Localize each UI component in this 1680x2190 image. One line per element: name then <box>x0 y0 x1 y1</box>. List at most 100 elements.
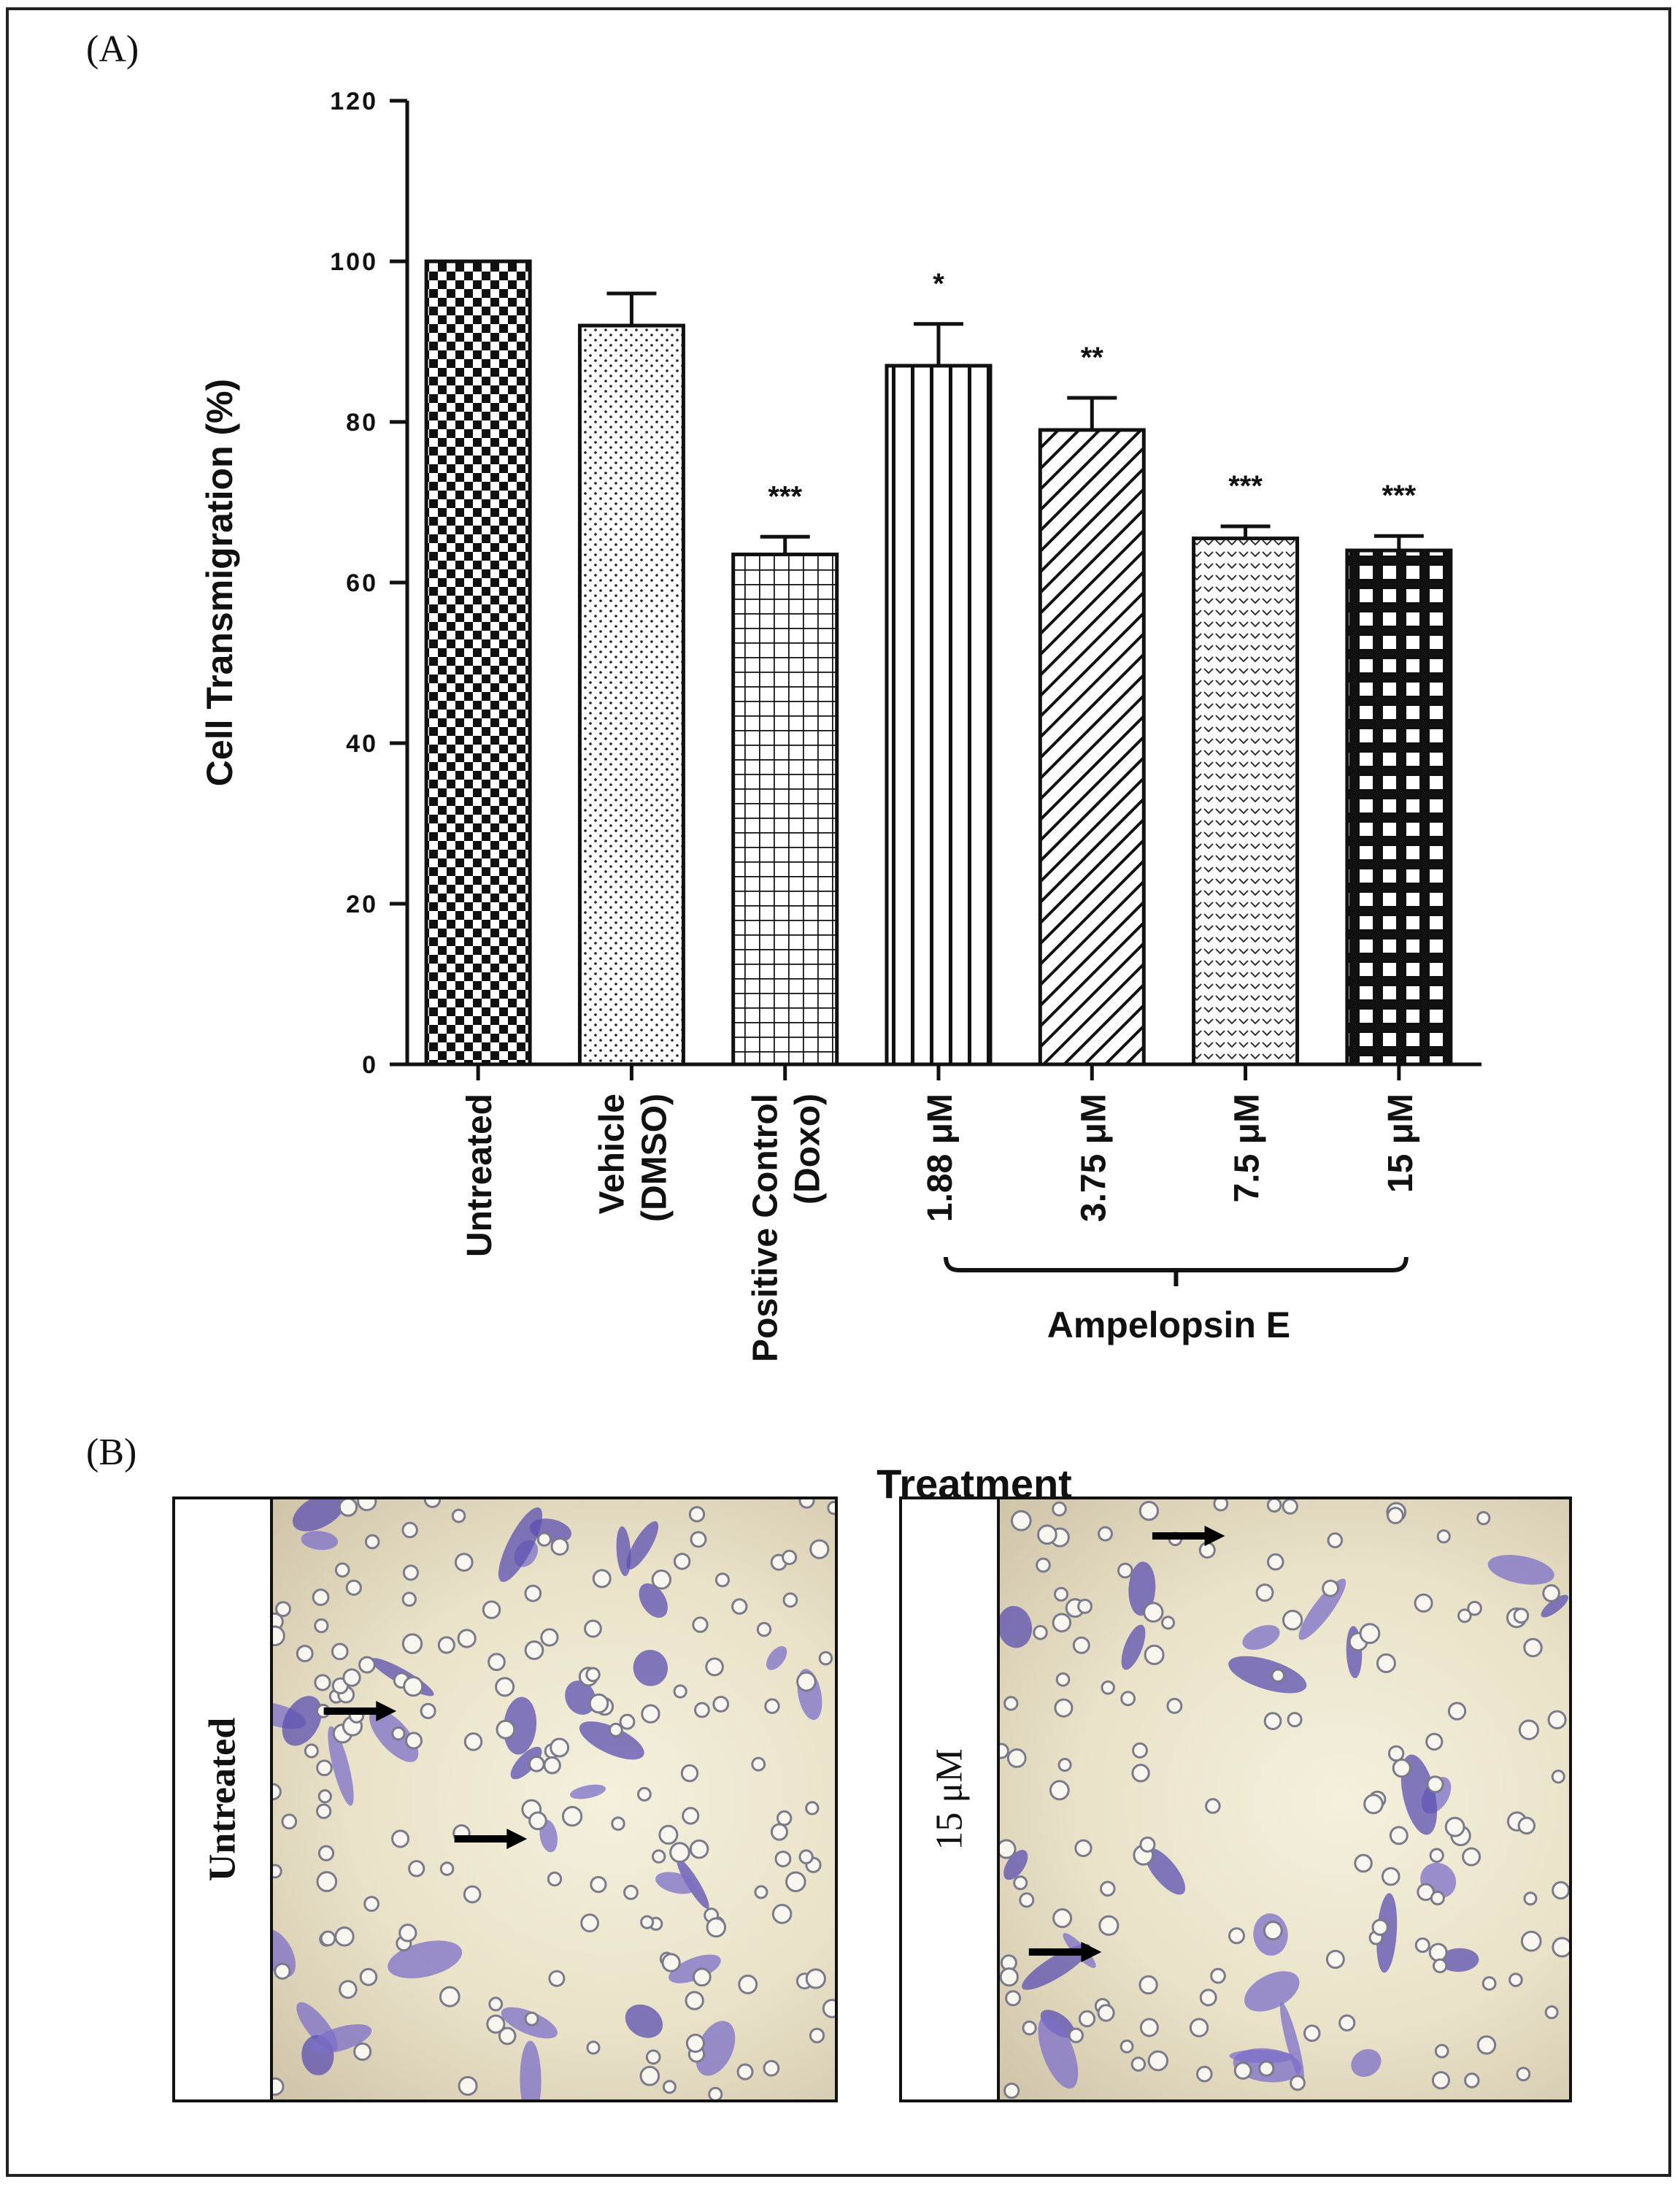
pore-cell <box>463 1885 482 1904</box>
pore-cell <box>1508 1972 1523 1988</box>
pore-cell <box>273 1783 282 1801</box>
panel-b-label: (B) <box>86 1432 137 1473</box>
pore-cell <box>1036 1557 1051 1573</box>
pore-cell <box>658 1824 679 1845</box>
pore-cell <box>1444 1816 1465 1837</box>
stained-cell <box>626 1521 659 1570</box>
pore-cell <box>1052 1613 1072 1633</box>
pore-cell <box>550 1737 570 1758</box>
pore-cell <box>1467 1600 1482 1616</box>
pore-cell <box>1271 1668 1285 1683</box>
y-axis-label: Cell Transmigration (%) <box>199 379 240 786</box>
pore-cell <box>488 1653 506 1672</box>
pore-cell <box>1000 1743 1009 1759</box>
pore-cell <box>782 1592 798 1608</box>
pore-cell <box>342 1668 361 1687</box>
group-bracket-label: Ampelopsin E <box>1047 1305 1290 1345</box>
x-tick-label: 15 μM <box>1382 1094 1420 1193</box>
pore-cell <box>608 1722 623 1737</box>
stained-cell <box>1038 2016 1079 2089</box>
pore-cell <box>1101 1680 1115 1695</box>
pore-cell <box>1359 1623 1381 1645</box>
panel-a-label: (A) <box>86 28 139 70</box>
pore-cell <box>320 1930 336 1947</box>
pore-cell <box>1523 1637 1543 1658</box>
pore-cell <box>669 1842 690 1863</box>
pore-cell <box>420 1702 436 1719</box>
pore-cell <box>1263 1921 1283 1941</box>
pore-cell <box>1387 1745 1405 1762</box>
pore-cell <box>805 1801 820 1816</box>
pore-cell <box>673 1553 691 1570</box>
pore-cell <box>585 1667 601 1683</box>
pore-cell <box>688 1506 706 1523</box>
pore-cell <box>357 1499 377 1512</box>
pore-cell <box>398 1924 417 1943</box>
pore-cell <box>827 1501 835 1515</box>
pore-cell <box>1376 1653 1396 1673</box>
pore-cell <box>403 1675 424 1697</box>
pore-cell <box>754 1885 768 1899</box>
pore-cell <box>548 1970 566 1987</box>
bar <box>577 323 685 1067</box>
stained-cell <box>616 1526 631 1577</box>
pore-cell <box>798 1849 814 1864</box>
pore-cell <box>363 1896 379 1913</box>
pore-cell <box>1282 1610 1303 1631</box>
pore-cell <box>1074 1839 1093 1857</box>
pore-cell <box>1303 2024 1321 2043</box>
x-tick-label: 7.5 μM <box>1228 1094 1267 1202</box>
stained-cell <box>328 1726 354 1806</box>
pore-cell <box>543 1756 561 1775</box>
stained-cell <box>292 1499 346 1532</box>
stained-cell <box>282 1696 323 1746</box>
pore-cell <box>1117 1562 1133 1579</box>
pore-cell <box>1371 1918 1389 1936</box>
arrow-head-icon <box>376 1701 397 1721</box>
pore-cell <box>1414 1937 1430 1953</box>
pore-cell <box>391 1726 406 1741</box>
stained-cell <box>1279 2002 1305 2083</box>
pore-cell <box>1542 1584 1560 1602</box>
stained-cell <box>1128 1561 1156 1616</box>
pore-cell <box>1055 1672 1071 1687</box>
pore-cell <box>1433 1958 1448 1974</box>
pore-cell <box>1258 2060 1275 2077</box>
pore-cell <box>1457 1608 1472 1624</box>
pore-cell <box>1520 1930 1542 1952</box>
pore-cell <box>1000 1967 1019 1987</box>
pore-cell <box>776 1810 793 1826</box>
pore-cell <box>317 1845 335 1862</box>
pore-cell <box>1464 2072 1480 2089</box>
stained-cell <box>695 2021 736 2076</box>
pore-cell <box>439 1986 461 2008</box>
y-tick-label: 100 <box>330 248 378 276</box>
pore-cell <box>705 1657 724 1677</box>
micrograph-image <box>273 1499 835 2099</box>
pore-cell <box>1476 2035 1497 2055</box>
pore-cell <box>1033 1625 1048 1640</box>
pore-cell <box>771 1904 793 1924</box>
pore-cell <box>1255 1583 1274 1602</box>
pore-cell <box>1425 1732 1444 1751</box>
x-tick-label: 1.88 μM <box>921 1094 960 1222</box>
pore-cell <box>712 1695 730 1713</box>
micrograph-image <box>1000 1499 1569 2099</box>
x-tick-label: Positive Control <box>747 1094 785 1362</box>
stained-cell <box>766 1646 787 1670</box>
micrograph-untreated: Untreated <box>172 1496 838 2102</box>
pore-cell <box>1138 1975 1158 1995</box>
pore-cell <box>588 1693 609 1714</box>
pore-cell <box>1013 1875 1028 1891</box>
pore-cell <box>1414 1593 1433 1613</box>
pore-cell <box>1518 1719 1540 1740</box>
pore-cell <box>1263 1712 1282 1730</box>
pore-cell <box>1282 1499 1298 1515</box>
pore-cell <box>714 1572 730 1588</box>
stained-cell <box>301 1531 339 1551</box>
stained-cell <box>498 1507 543 1583</box>
pore-cell <box>689 1839 709 1859</box>
pore-cell <box>1431 2071 1450 2090</box>
stained-cell <box>579 1721 644 1760</box>
pore-cell <box>692 1616 709 1633</box>
